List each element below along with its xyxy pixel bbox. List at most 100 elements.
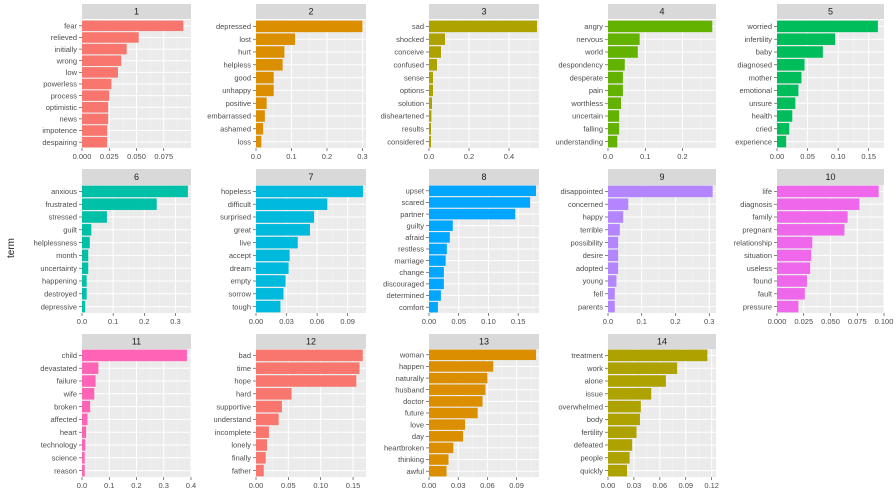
facet-panel-11: 11 child devastated failure wife broken affect… bbox=[40, 334, 196, 490]
x-tick-label: 0.15 bbox=[861, 152, 876, 161]
bar-devastated bbox=[82, 362, 99, 374]
facet-strip bbox=[429, 4, 539, 19]
category-label: father bbox=[232, 466, 252, 475]
category-label: worried bbox=[746, 22, 772, 31]
category-label: issue bbox=[585, 390, 603, 399]
category-label: happening bbox=[42, 277, 77, 286]
category-label: adopted bbox=[576, 264, 603, 273]
category-label: incomplete bbox=[215, 428, 251, 437]
bar-fault bbox=[777, 288, 805, 300]
x-tick-label: 0.0 bbox=[77, 317, 87, 326]
bar-issue bbox=[608, 388, 652, 400]
bar-diagnosis bbox=[777, 198, 860, 210]
category-label: despondency bbox=[558, 61, 603, 70]
category-label: people bbox=[580, 454, 603, 463]
bar-depressed bbox=[256, 20, 363, 33]
category-label: discouraged bbox=[383, 280, 424, 289]
bar-falling bbox=[608, 123, 620, 135]
facet-panel-4: 4 angry nervous world despondency desperate pa… bbox=[555, 4, 716, 161]
category-label: low bbox=[66, 68, 78, 77]
facet-strip-label: 13 bbox=[479, 337, 489, 347]
bar-life bbox=[777, 185, 879, 198]
bar-understand bbox=[256, 413, 279, 426]
x-tick-label: 0.4 bbox=[504, 152, 514, 161]
category-label: guilt bbox=[63, 226, 78, 235]
bar-destroyed bbox=[82, 288, 87, 300]
x-tick-label: 0.05 bbox=[451, 317, 466, 326]
bar-defeated bbox=[608, 439, 633, 451]
bar-family bbox=[777, 211, 848, 223]
category-label: embarrassed bbox=[207, 112, 251, 121]
x-tick-label: 0.15 bbox=[346, 481, 361, 490]
category-label: unhappy bbox=[222, 86, 251, 95]
category-label: emotional bbox=[739, 86, 772, 95]
bar-results bbox=[429, 123, 431, 135]
bar-happen bbox=[429, 361, 494, 372]
bar-happening bbox=[82, 275, 87, 287]
category-label: empty bbox=[231, 277, 252, 286]
category-label: bad bbox=[238, 351, 251, 360]
bar-initially bbox=[82, 43, 127, 55]
category-label: tough bbox=[232, 302, 251, 311]
facet-strip bbox=[777, 169, 884, 185]
bar-adopted bbox=[608, 262, 619, 274]
category-label: happen bbox=[399, 362, 424, 371]
category-label: great bbox=[234, 226, 252, 235]
bar-heart bbox=[82, 426, 87, 438]
category-label: desperate bbox=[570, 73, 603, 82]
category-label: body bbox=[587, 415, 604, 424]
category-label: heart bbox=[60, 428, 78, 437]
category-label: fell bbox=[593, 290, 603, 299]
bar-anxious bbox=[82, 185, 188, 198]
x-tick-label: 0.0 bbox=[603, 317, 613, 326]
category-label: considered bbox=[387, 137, 424, 146]
category-label: woman bbox=[399, 351, 424, 360]
bar-fell bbox=[608, 288, 615, 300]
x-tick-label: 0.2 bbox=[464, 152, 474, 161]
x-tick-label: 0.075 bbox=[848, 317, 867, 326]
bar-pressure bbox=[777, 300, 799, 313]
category-label: terrible bbox=[580, 226, 603, 235]
category-label: helpless bbox=[223, 61, 251, 70]
bar-discouraged bbox=[429, 278, 444, 290]
x-tick-label: 0.03 bbox=[279, 317, 294, 326]
facet-strip-label: 7 bbox=[308, 172, 313, 182]
x-tick-label: 0.00 bbox=[422, 317, 437, 326]
category-label: sorrow bbox=[228, 290, 251, 299]
category-label: wife bbox=[63, 390, 77, 399]
facet-strip bbox=[256, 4, 366, 19]
category-label: possibility bbox=[570, 238, 603, 247]
category-label: health bbox=[752, 112, 772, 121]
bar-wife bbox=[82, 388, 95, 400]
category-label: treatment bbox=[571, 351, 604, 360]
bar-disappointed bbox=[608, 185, 713, 198]
category-label: month bbox=[56, 251, 77, 260]
category-label: options bbox=[400, 86, 424, 95]
category-label: optimistic bbox=[46, 103, 78, 112]
x-tick-label: 0.06 bbox=[653, 481, 668, 490]
x-tick-label: 0.075 bbox=[154, 152, 173, 161]
bar-happy bbox=[608, 211, 624, 223]
bar-relationship bbox=[777, 236, 813, 249]
bar-child bbox=[82, 349, 187, 362]
x-tick-label: 0.0 bbox=[77, 481, 87, 490]
category-label: defeated bbox=[574, 441, 603, 450]
category-label: determined bbox=[386, 291, 424, 300]
facet-strip-label: 4 bbox=[659, 7, 664, 17]
x-tick-label: 0.2 bbox=[677, 152, 687, 161]
category-label: pressure bbox=[743, 302, 772, 311]
bar-worried bbox=[777, 20, 878, 33]
category-label: anxious bbox=[51, 187, 77, 196]
x-tick-label: 0.10 bbox=[481, 317, 496, 326]
facet-strip bbox=[429, 169, 539, 185]
bar-helpless bbox=[256, 59, 283, 71]
category-label: pain bbox=[589, 86, 603, 95]
bar-possibility bbox=[608, 236, 619, 249]
x-tick-label: 0.000 bbox=[768, 317, 787, 326]
category-label: good bbox=[234, 73, 251, 82]
bar-experience bbox=[777, 135, 787, 148]
bar-solution bbox=[429, 97, 432, 109]
bar-shocked bbox=[429, 33, 445, 45]
bar-afraid bbox=[429, 232, 450, 243]
facet-panel-6: 6 anxious frustrated stressed guilt helplessn… bbox=[34, 169, 191, 326]
